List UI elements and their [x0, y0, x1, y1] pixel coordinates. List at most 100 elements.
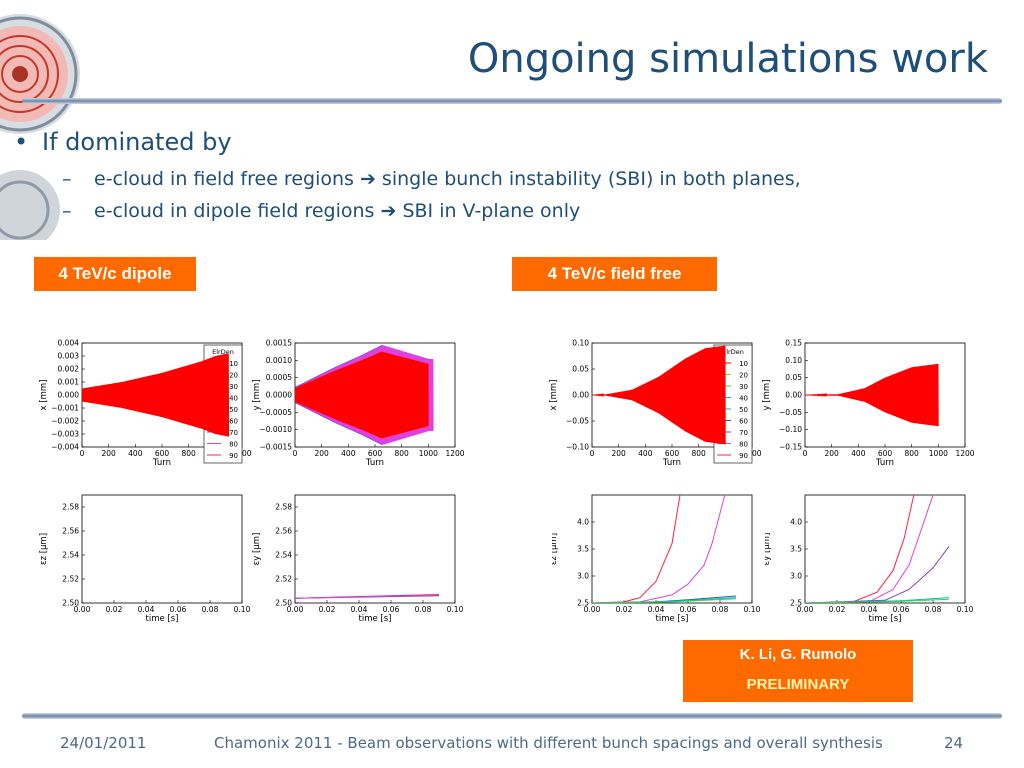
footer-page-number: 24 [944, 734, 964, 752]
experiment-logo [0, 0, 86, 240]
plot-dipole-y: 0 200 400 600 800 1000 1200 −0.0015 −0.0010 −0.00… [252, 339, 465, 469]
y-tick-label: −0.10 [779, 425, 802, 434]
y-axis-label: y [mm] [762, 380, 772, 411]
legend-entry: 40 [739, 395, 748, 403]
arrow-right-icon: ➔ [380, 200, 397, 222]
x-axis-label: Turn [365, 458, 384, 468]
y-tick-label: 0.000 [58, 391, 80, 400]
y-tick-label: 2.5 [577, 599, 589, 608]
y-tick-label: 0.001 [58, 378, 80, 387]
plot-frame [81, 494, 243, 604]
x-tick-label: 0.08 [712, 605, 729, 614]
y-tick-label: 0.00 [572, 391, 589, 400]
y-tick-label: 2.5 [790, 599, 802, 608]
y-tick-label: 0.0015 [266, 339, 292, 348]
plot-content [295, 345, 434, 445]
y-tick-label: 4.0 [577, 518, 589, 527]
y-tick-label: −0.0015 [259, 443, 292, 452]
x-tick-label: 800 [395, 449, 410, 458]
plot-frame [294, 494, 456, 604]
sub-bullet-2: – e-cloud in dipole field regions ➔ SBI i… [62, 200, 581, 222]
plot-dipole-ez: 0.00 0.02 0.04 0.06 0.08 0.10 2.50 2.52 2.54 2.56… [39, 494, 251, 624]
y-tick-label: 3.5 [790, 545, 802, 554]
plot-area: 0.00 0.02 0.04 0.06 0.08 0.10 2.5 3.0 3.5 4.0 time… [765, 494, 974, 624]
y-tick-label: 2.52 [62, 575, 79, 584]
y-tick-label: 0.05 [572, 365, 589, 374]
x-tick-label: 0.02 [616, 605, 633, 614]
plot-area: 0.00 0.02 0.04 0.06 0.08 0.10 2.50 2.52 2.54 2.56… [252, 494, 464, 624]
x-tick-label: 200 [612, 449, 627, 458]
y-tick-label: 0.10 [572, 339, 589, 348]
footer-date: 24/01/2011 [60, 734, 147, 752]
plot-content [295, 594, 440, 599]
plot-content [82, 353, 230, 437]
x-axis-label: time [s] [146, 614, 179, 624]
y-axis-label: y [mm] [252, 380, 262, 411]
x-tick-label: 0.06 [893, 605, 910, 614]
y-tick-label: 0.00 [785, 391, 802, 400]
x-axis-label: time [s] [359, 614, 392, 624]
x-tick-label: 0 [293, 449, 298, 458]
x-tick-label: 0.04 [138, 605, 155, 614]
y-tick-label: −0.0005 [259, 408, 292, 417]
x-tick-label: 0.04 [351, 605, 368, 614]
x-tick-label: 0.08 [202, 605, 219, 614]
x-tick-label: 400 [128, 449, 143, 458]
y-tick-label: 3.0 [577, 572, 589, 581]
plot-content [805, 363, 939, 427]
tag-field-free: 4 TeV/c field free [512, 257, 717, 291]
x-tick-label: 0.04 [861, 605, 878, 614]
x-tick-label: 0.08 [415, 605, 432, 614]
x-axis-label: Turn [662, 458, 681, 468]
x-tick-label: 200 [825, 449, 840, 458]
tag-dipole: 4 TeV/c dipole [34, 257, 196, 291]
x-tick-label: 800 [182, 449, 197, 458]
series-line [805, 363, 939, 427]
series-line [295, 594, 440, 599]
x-tick-label: 0.04 [648, 605, 665, 614]
x-tick-label: 0 [80, 449, 85, 458]
credit-box: K. Li, G. Rumolo PRELIMINARY [683, 640, 913, 702]
legend-title: ElrDen [212, 348, 234, 356]
series-line [805, 495, 915, 603]
plot-free-x: 020040060080010001200−0.10−0.050.000.050… [549, 339, 762, 469]
plot-content [592, 345, 726, 445]
plot-free-ey: 0.00 0.02 0.04 0.06 0.08 0.10 2.5 3.0 3.5 4.0 time… [765, 494, 974, 624]
legend-entry: 60 [229, 418, 238, 426]
y-tick-label: 3.0 [790, 572, 802, 581]
y-tick-label: 2.52 [275, 575, 292, 584]
x-tick-label: 0.10 [744, 605, 761, 614]
series-line [82, 353, 230, 437]
y-tick-label: 2.50 [275, 599, 292, 608]
x-tick-label: 0.08 [925, 605, 942, 614]
y-axis-label: x [mm] [39, 380, 49, 411]
page-title: Ongoing simulations work [467, 36, 988, 82]
x-tick-label: 1000 [929, 449, 948, 458]
series-line [592, 495, 726, 603]
plot-content [592, 495, 737, 603]
plot-frame [591, 494, 753, 604]
legend-entry: 90 [739, 452, 748, 460]
plot-area: 0.00 0.02 0.04 0.06 0.08 0.10 2.50 2.52 2.54 2.56… [39, 494, 251, 624]
x-tick-label: 0.00 [74, 605, 91, 614]
x-tick-label: 0.02 [829, 605, 846, 614]
y-tick-label: 0.0010 [266, 356, 292, 365]
x-tick-label: 600 [368, 449, 383, 458]
y-tick-label: 2.50 [62, 599, 79, 608]
plot-dipole-ey: 0.00 0.02 0.04 0.06 0.08 0.10 2.50 2.52 2.54 2.56… [252, 494, 464, 624]
legend-entry: 30 [229, 383, 238, 391]
y-tick-label: 0.15 [785, 339, 802, 348]
x-tick-label: 0.00 [584, 605, 601, 614]
y-tick-label: 0.002 [58, 365, 80, 374]
legend-title: ElrDen [722, 348, 744, 356]
y-tick-label: −0.05 [566, 417, 589, 426]
sub-bullet-1: – e-cloud in field free regions ➔ single … [62, 168, 801, 190]
x-tick-label: 0.06 [170, 605, 187, 614]
x-tick-label: 1000 [419, 449, 438, 458]
legend-entry: 10 [739, 360, 748, 368]
plot-free-y: 0 200 400 600 800 1000 1200 −0.15 −0.10 −0.05 0.00… [762, 339, 975, 469]
y-tick-label: 2.56 [62, 527, 79, 536]
x-tick-label: 0.00 [797, 605, 814, 614]
x-axis-label: Turn [875, 458, 894, 468]
legend-entry: 70 [229, 429, 238, 437]
